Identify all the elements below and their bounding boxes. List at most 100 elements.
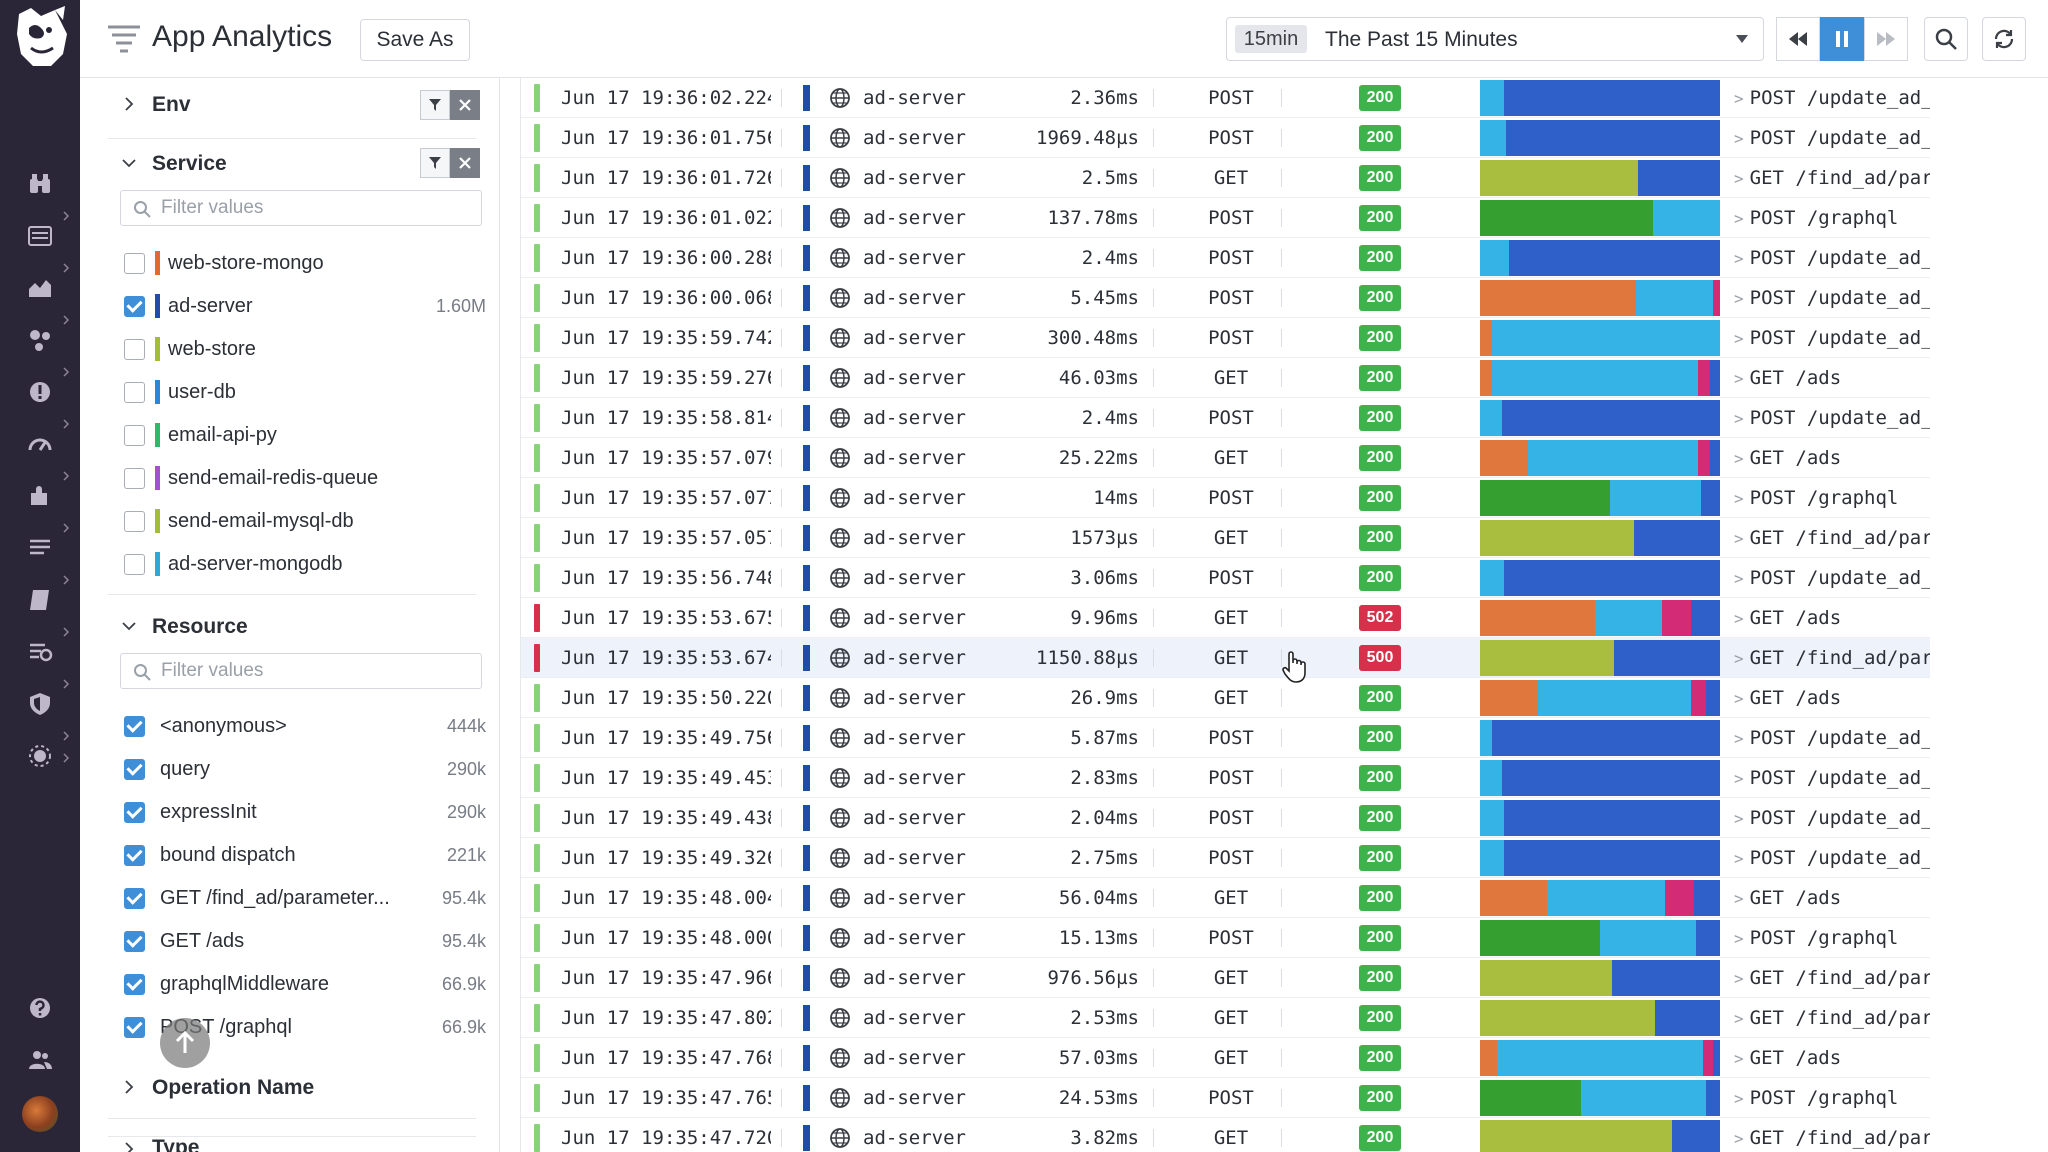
table-row[interactable]: Jun 17 19:35:57.079 ad-server 25.22ms GET 20… <box>521 438 1930 478</box>
table-row[interactable]: Jun 17 19:35:58.814 ad-server 2.4ms POST 200… <box>521 398 1930 438</box>
service-facet-item[interactable]: send-email-mysql-db <box>124 506 486 536</box>
table-row[interactable]: Jun 17 19:35:49.438 ad-server 2.04ms POST 20… <box>521 798 1930 838</box>
table-row[interactable]: Jun 17 19:35:47.966 ad-server 976.56µs GET 2… <box>521 958 1930 998</box>
facet-checkbox[interactable] <box>124 510 145 532</box>
fast-forward-button[interactable] <box>1864 17 1908 61</box>
resource-facet-item[interactable]: GET /ads 95.4k <box>124 926 486 956</box>
alert-icon[interactable] <box>24 376 56 408</box>
table-row[interactable]: Jun 17 19:35:48.000 ad-server 15.13ms POST 2… <box>521 918 1930 958</box>
refresh-button[interactable] <box>1982 17 2026 61</box>
zoom-button[interactable] <box>1924 17 1968 61</box>
filter-icon[interactable] <box>420 90 450 120</box>
service-facet-item[interactable]: ad-server-mongodb <box>124 549 486 579</box>
table-row[interactable]: Jun 17 19:35:53.675 ad-server 9.96ms GET 502… <box>521 598 1930 638</box>
binoculars-icon[interactable] <box>24 168 56 200</box>
facet-checkbox[interactable] <box>124 424 145 446</box>
services-icon[interactable] <box>24 324 56 356</box>
chevron-down-icon[interactable] <box>122 619 136 633</box>
service-facet-item[interactable]: web-store-mongo <box>124 248 486 278</box>
table-row[interactable]: Jun 17 19:35:59.276 ad-server 46.03ms GET 20… <box>521 358 1930 398</box>
rewind-button[interactable] <box>1776 17 1820 61</box>
chevron-down-icon[interactable] <box>122 156 136 170</box>
chevron-right-icon[interactable] <box>122 97 136 111</box>
table-row[interactable]: Jun 17 19:35:49.756 ad-server 5.87ms POST 20… <box>521 718 1930 758</box>
menu-icon[interactable] <box>106 22 142 56</box>
table-row[interactable]: Jun 17 19:35:47.802 ad-server 2.53ms GET 200… <box>521 998 1930 1038</box>
facet-checkbox[interactable] <box>124 801 145 823</box>
service-facet-item[interactable]: user-db <box>124 377 486 407</box>
table-row[interactable]: Jun 17 19:35:57.057 ad-server 1573µs GET 200… <box>521 518 1930 558</box>
help-icon[interactable] <box>24 992 56 1024</box>
list-icon[interactable] <box>24 220 56 252</box>
service-facet-item[interactable]: send-email-redis-queue <box>124 463 486 493</box>
facet-env-title[interactable]: Env <box>152 93 191 116</box>
resource-facet-item[interactable]: <anonymous> 444k <box>124 711 486 741</box>
facet-checkbox[interactable] <box>124 338 145 360</box>
facet-operation-title[interactable]: Operation Name <box>152 1076 315 1099</box>
datadog-logo[interactable] <box>11 4 71 70</box>
facet-checkbox[interactable] <box>124 715 145 737</box>
resource-facet-item[interactable]: GET /find_ad/parameter... 95.4k <box>124 883 486 913</box>
table-row[interactable]: Jun 17 19:35:49.453 ad-server 2.83ms POST 20… <box>521 758 1930 798</box>
table-row[interactable]: Jun 17 19:35:48.004 ad-server 56.04ms GET 20… <box>521 878 1930 918</box>
facet-resource-title[interactable]: Resource <box>152 615 248 638</box>
table-row[interactable]: Jun 17 19:36:00.068 ad-server 5.45ms POST 20… <box>521 278 1930 318</box>
clear-icon[interactable] <box>450 148 480 178</box>
table-row[interactable]: Jun 17 19:36:01.726 ad-server 2.5ms GET 200 >… <box>521 158 1930 198</box>
chart-icon[interactable] <box>24 272 56 304</box>
resource-facet-item[interactable]: query 290k <box>124 754 486 784</box>
table-row[interactable]: Jun 17 19:35:56.748 ad-server 3.06ms POST 20… <box>521 558 1930 598</box>
facet-checkbox[interactable] <box>124 930 145 952</box>
resource-filter-input[interactable] <box>161 658 471 684</box>
table-row[interactable]: Jun 17 19:36:01.756 ad-server 1969.48µs POS… <box>521 118 1930 158</box>
facet-checkbox[interactable] <box>124 467 145 489</box>
facet-checkbox[interactable] <box>124 295 145 317</box>
team-icon[interactable] <box>24 1044 56 1076</box>
chevron-right-icon[interactable] <box>122 1142 136 1152</box>
security-icon[interactable] <box>24 740 56 772</box>
filter-icon[interactable] <box>420 148 450 178</box>
service-facet-item[interactable]: email-api-py <box>124 420 486 450</box>
service-filter-input[interactable] <box>161 195 471 221</box>
logs-icon[interactable] <box>24 532 56 564</box>
table-row[interactable]: Jun 17 19:35:50.220 ad-server 26.9ms GET 200… <box>521 678 1930 718</box>
table-row[interactable]: Jun 17 19:36:02.224 ad-server 2.36ms POST 20… <box>521 78 1930 118</box>
table-row[interactable]: Jun 17 19:35:47.720 ad-server 3.82ms GET 200… <box>521 1118 1930 1152</box>
resource-facet-item[interactable]: POST /graphql 66.9k <box>124 1012 486 1042</box>
avatar[interactable] <box>22 1096 58 1132</box>
save-as-button[interactable]: Save As <box>360 19 470 61</box>
facet-checkbox[interactable] <box>124 844 145 866</box>
time-range-picker[interactable]: 15min The Past 15 Minutes <box>1226 17 1764 61</box>
pause-button[interactable] <box>1820 17 1864 61</box>
scroll-to-top-button[interactable] <box>160 1018 210 1068</box>
table-row[interactable]: Jun 17 19:35:53.674 ad-server 1150.88µs GET… <box>521 638 1930 678</box>
puzzle-icon[interactable] <box>24 480 56 512</box>
table-row[interactable]: Jun 17 19:35:59.742 ad-server 300.48ms POST… <box>521 318 1930 358</box>
facet-checkbox[interactable] <box>124 381 145 403</box>
service-facet-item[interactable]: ad-server 1.60M <box>124 291 486 321</box>
resource-facet-item[interactable]: bound dispatch 221k <box>124 840 486 870</box>
table-row[interactable]: Jun 17 19:35:47.765 ad-server 24.53ms POST 2… <box>521 1078 1930 1118</box>
facet-checkbox[interactable] <box>124 1016 145 1038</box>
table-row[interactable]: Jun 17 19:35:49.326 ad-server 2.75ms POST 20… <box>521 838 1930 878</box>
facet-checkbox[interactable] <box>124 758 145 780</box>
resource-facet-item[interactable]: expressInit 290k <box>124 797 486 827</box>
facet-checkbox[interactable] <box>124 553 145 575</box>
shield-icon[interactable] <box>24 688 56 720</box>
table-row[interactable]: Jun 17 19:36:00.288 ad-server 2.4ms POST 200… <box>521 238 1930 278</box>
facet-type-title[interactable]: Type <box>152 1136 200 1152</box>
table-row[interactable]: Jun 17 19:35:47.768 ad-server 57.03ms GET 20… <box>521 1038 1930 1078</box>
apm-icon[interactable] <box>24 636 56 668</box>
table-row[interactable]: Jun 17 19:36:01.022 ad-server 137.78ms POST… <box>521 198 1930 238</box>
clear-icon[interactable] <box>450 90 480 120</box>
gauge-icon[interactable] <box>24 428 56 460</box>
resource-facet-item[interactable]: graphqlMiddleware 66.9k <box>124 969 486 999</box>
chevron-right-icon[interactable] <box>122 1080 136 1094</box>
facet-checkbox[interactable] <box>124 887 145 909</box>
notebook-icon[interactable] <box>24 584 56 616</box>
table-row[interactable]: Jun 17 19:35:57.077 ad-server 14ms POST 200 >… <box>521 478 1930 518</box>
facet-checkbox[interactable] <box>124 252 145 274</box>
facet-service-title[interactable]: Service <box>152 152 227 175</box>
facet-checkbox[interactable] <box>124 973 145 995</box>
service-facet-item[interactable]: web-store <box>124 334 486 364</box>
